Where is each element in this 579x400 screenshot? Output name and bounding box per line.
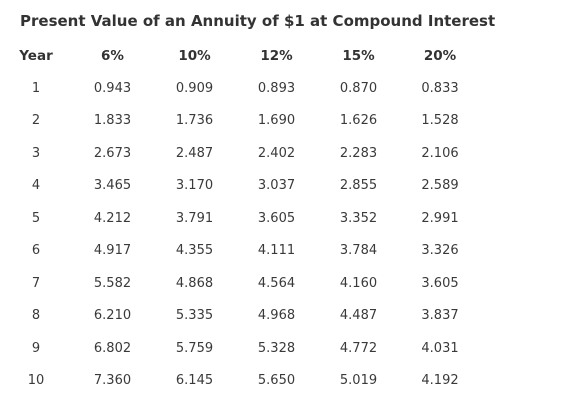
value-cell: 4.564 bbox=[257, 275, 296, 291]
value-cell: 2.673 bbox=[93, 145, 132, 161]
table-row: 9 6.802 5.759 5.328 4.772 4.031 bbox=[0, 332, 480, 365]
year-cell: 6 bbox=[31, 243, 41, 259]
value-cell: 1.528 bbox=[421, 113, 459, 129]
header-row: Year 6% 10% 12% 15% 20% bbox=[0, 40, 480, 72]
value-cell: 1.736 bbox=[175, 113, 214, 129]
value-cell: 0.833 bbox=[421, 80, 459, 96]
value-cell: 2.402 bbox=[257, 145, 296, 161]
value-cell: 3.352 bbox=[339, 210, 378, 226]
value-cell: 3.837 bbox=[421, 308, 459, 324]
year-cell: 7 bbox=[31, 275, 41, 291]
year-cell: 5 bbox=[31, 210, 41, 226]
table-row: 8 6.210 5.335 4.968 4.487 3.837 bbox=[0, 300, 480, 333]
value-cell: 2.991 bbox=[421, 210, 459, 226]
table-row: 2 1.833 1.736 1.690 1.626 1.528 bbox=[0, 105, 480, 138]
value-cell: 4.868 bbox=[175, 275, 214, 291]
value-cell: 2.855 bbox=[339, 178, 378, 194]
value-cell: 4.031 bbox=[421, 340, 459, 356]
value-cell: 6.802 bbox=[93, 340, 132, 356]
column-header-rate: 20% bbox=[423, 48, 457, 64]
value-cell: 1.690 bbox=[257, 113, 296, 129]
column-header-year: Year bbox=[19, 48, 53, 64]
column-header-rate: 12% bbox=[260, 48, 293, 64]
value-cell: 3.465 bbox=[93, 178, 132, 194]
value-cell: 3.605 bbox=[257, 210, 296, 226]
table-row: 10 7.360 6.145 5.650 5.019 4.192 bbox=[0, 365, 480, 398]
year-cell: 4 bbox=[31, 178, 41, 194]
value-cell: 2.283 bbox=[339, 145, 378, 161]
table-row: 4 3.465 3.170 3.037 2.855 2.589 bbox=[0, 170, 480, 203]
year-cell: 1 bbox=[31, 80, 41, 96]
value-cell: 7.360 bbox=[93, 373, 132, 389]
value-cell: 4.212 bbox=[93, 210, 132, 226]
value-cell: 2.589 bbox=[421, 178, 459, 194]
value-cell: 1.833 bbox=[93, 113, 132, 129]
table-row: 7 5.582 4.868 4.564 4.160 3.605 bbox=[0, 267, 480, 300]
value-cell: 5.019 bbox=[339, 373, 378, 389]
table-header: Year 6% 10% 12% 15% 20% bbox=[0, 40, 480, 72]
value-cell: 1.626 bbox=[339, 113, 378, 129]
value-cell: 6.145 bbox=[175, 373, 214, 389]
table-row: 1 0.943 0.909 0.893 0.870 0.833 bbox=[0, 72, 480, 105]
value-cell: 4.111 bbox=[257, 243, 296, 259]
value-cell: 5.328 bbox=[257, 340, 296, 356]
annuity-table: Year 6% 10% 12% 15% 20% 1 0.943 0.909 0.893… bbox=[0, 40, 480, 397]
year-cell: 3 bbox=[31, 145, 41, 161]
value-cell: 3.037 bbox=[257, 178, 296, 194]
value-cell: 3.784 bbox=[339, 243, 378, 259]
value-cell: 2.106 bbox=[421, 145, 459, 161]
year-cell: 10 bbox=[27, 373, 45, 389]
value-cell: 4.487 bbox=[339, 308, 378, 324]
value-cell: 4.192 bbox=[421, 373, 459, 389]
value-cell: 0.870 bbox=[339, 80, 378, 96]
value-cell: 5.582 bbox=[93, 275, 132, 291]
value-cell: 3.605 bbox=[421, 275, 459, 291]
value-cell: 5.759 bbox=[175, 340, 214, 356]
value-cell: 3.791 bbox=[175, 210, 214, 226]
table-row: 5 4.212 3.791 3.605 3.352 2.991 bbox=[0, 202, 480, 235]
value-cell: 5.335 bbox=[175, 308, 214, 324]
value-cell: 5.650 bbox=[257, 373, 296, 389]
column-header-rate: 6% bbox=[101, 48, 124, 64]
column-header-rate: 15% bbox=[342, 48, 375, 64]
year-cell: 2 bbox=[31, 113, 41, 129]
value-cell: 0.943 bbox=[93, 80, 132, 96]
page-title: Present Value of an Annuity of $1 at Com… bbox=[20, 12, 496, 30]
value-cell: 4.772 bbox=[339, 340, 378, 356]
value-cell: 4.160 bbox=[339, 275, 378, 291]
value-cell: 0.909 bbox=[175, 80, 214, 96]
value-cell: 6.210 bbox=[93, 308, 132, 324]
value-cell: 4.917 bbox=[93, 243, 132, 259]
column-header-rate: 10% bbox=[178, 48, 211, 64]
value-cell: 4.968 bbox=[257, 308, 296, 324]
table-row: 6 4.917 4.355 4.111 3.784 3.326 bbox=[0, 235, 480, 268]
table-row: 3 2.673 2.487 2.402 2.283 2.106 bbox=[0, 137, 480, 170]
year-cell: 9 bbox=[31, 340, 41, 356]
value-cell: 0.893 bbox=[257, 80, 296, 96]
value-cell: 4.355 bbox=[175, 243, 214, 259]
year-cell: 8 bbox=[31, 308, 41, 324]
value-cell: 3.326 bbox=[421, 243, 459, 259]
table-body: 1 0.943 0.909 0.893 0.870 0.833 2 1.833 1.736 1.6… bbox=[0, 72, 480, 397]
value-cell: 3.170 bbox=[175, 178, 214, 194]
value-cell: 2.487 bbox=[175, 145, 214, 161]
